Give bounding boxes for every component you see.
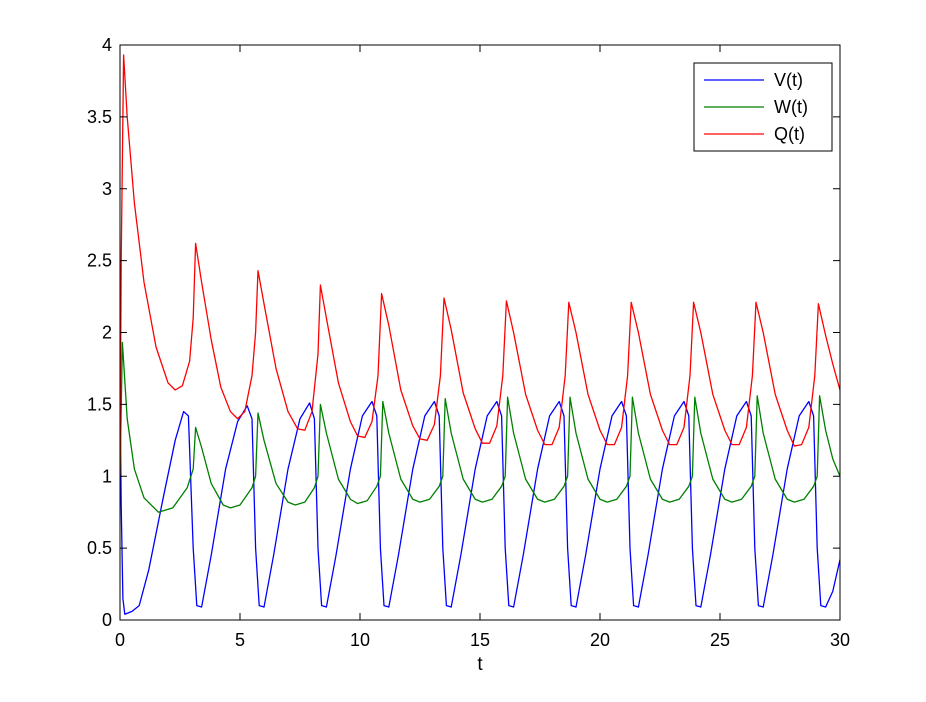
x-tick-label: 20 [590, 630, 610, 650]
legend: V(t) W(t) Q(t) [693, 62, 833, 152]
y-tick-label: 1 [102, 466, 112, 486]
x-tick-label: 0 [115, 630, 125, 650]
legend-label: W(t) [774, 97, 808, 117]
axes: 0 5 10 15 20 25 30 0 0.5 1 1.5 2 2.5 3 3.5 4 [87, 35, 850, 650]
series-line-qt [120, 54, 840, 477]
x-tick-label: 30 [830, 630, 850, 650]
y-tick-label: 2.5 [87, 251, 112, 271]
x-tick-label: 25 [710, 630, 730, 650]
x-tick-label: 5 [235, 630, 245, 650]
x-axis-label: t [477, 654, 483, 675]
y-tick-label: 1.5 [87, 394, 112, 414]
y-tick-label: 3 [102, 179, 112, 199]
y-tick-label: 3.5 [87, 107, 112, 127]
y-tick-label: 4 [102, 35, 112, 55]
series-line-wt [120, 341, 840, 513]
x-tick-label: 10 [350, 630, 370, 650]
legend-label: V(t) [774, 70, 803, 90]
legend-label: Q(t) [774, 124, 805, 144]
y-tick-label: 0.5 [87, 538, 112, 558]
y-tick-label: 0 [102, 610, 112, 630]
series-line-vt [120, 389, 840, 615]
plot-area [120, 54, 840, 615]
y-tick-label: 2 [102, 323, 112, 343]
x-tick-label: 15 [470, 630, 490, 650]
